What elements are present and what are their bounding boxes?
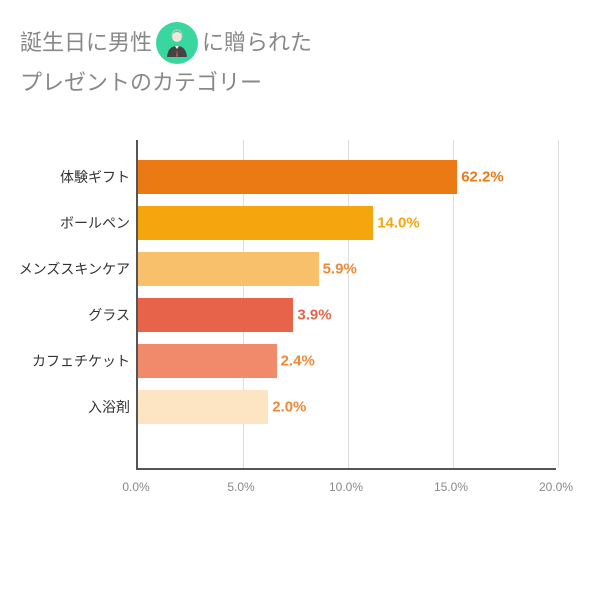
- plot-area: [136, 140, 556, 470]
- category-label: ボールペン: [60, 213, 130, 233]
- bar: [138, 298, 293, 332]
- man-avatar-icon: [156, 22, 198, 64]
- bar: [138, 344, 277, 378]
- category-label: 入浴剤: [88, 397, 130, 417]
- xtick-label: 5.0%: [227, 480, 254, 494]
- bar: [138, 252, 319, 286]
- value-label: 5.9%: [323, 261, 357, 278]
- value-label: 14.0%: [377, 215, 420, 232]
- category-label: グラス: [88, 305, 130, 325]
- value-label: 2.0%: [272, 399, 306, 416]
- title-line2: プレゼントのカテゴリー: [20, 64, 312, 101]
- value-label: 3.9%: [297, 307, 331, 324]
- value-label: 62.2%: [461, 169, 504, 186]
- title-line1-before: 誕生日に男性: [20, 24, 152, 61]
- bar: [138, 206, 373, 240]
- value-label: 2.4%: [281, 353, 315, 370]
- title-line1-after: に贈られた: [202, 24, 312, 61]
- category-label: 体験ギフト: [60, 167, 130, 187]
- chart-title: 誕生日に男性 に贈られた プレゼントのカテゴリー: [20, 22, 312, 101]
- gridline: [558, 140, 559, 468]
- chart: 0.0% 5.0% 10.0% 15.0% 20.0% 体験ギフト 62.2% ボールペン 14…: [20, 140, 580, 540]
- bar: [138, 160, 457, 194]
- xtick-label: 0.0%: [122, 480, 149, 494]
- xtick-label: 20.0%: [539, 480, 573, 494]
- xtick-label: 10.0%: [329, 480, 363, 494]
- bar: [138, 390, 268, 424]
- xtick-label: 15.0%: [434, 480, 468, 494]
- category-label: カフェチケット: [32, 351, 130, 371]
- category-label: メンズスキンケア: [19, 259, 130, 279]
